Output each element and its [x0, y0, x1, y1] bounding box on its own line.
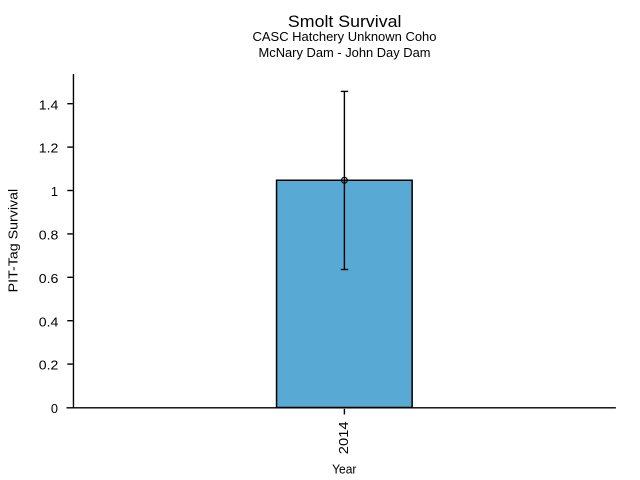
svg-text:PIT-Tag Survival: PIT-Tag Survival	[6, 189, 21, 293]
svg-text:Smolt Survival: Smolt Survival	[288, 13, 402, 31]
svg-text:0.8: 0.8	[39, 228, 59, 243]
svg-text:1.2: 1.2	[39, 141, 59, 156]
svg-text:2014: 2014	[336, 421, 351, 454]
svg-text:1: 1	[51, 184, 58, 199]
svg-text:0.4: 0.4	[39, 314, 59, 329]
svg-text:0.2: 0.2	[39, 358, 59, 373]
svg-text:0: 0	[51, 401, 58, 416]
svg-text:0.6: 0.6	[39, 271, 59, 286]
svg-text:CASC Hatchery Unknown Coho: CASC Hatchery Unknown Coho	[253, 30, 437, 44]
svg-text:McNary Dam - John Day Dam: McNary Dam - John Day Dam	[259, 46, 431, 60]
svg-text:1.4: 1.4	[39, 97, 59, 112]
svg-text:Year: Year	[332, 462, 357, 477]
